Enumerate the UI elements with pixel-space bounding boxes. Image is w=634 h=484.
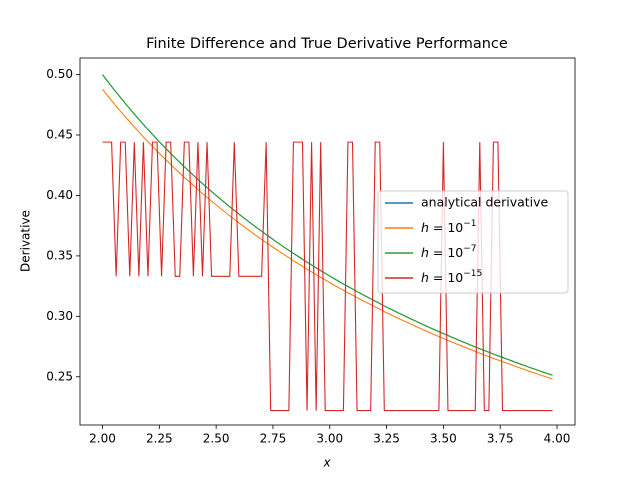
x-tick-label: 2.50 — [203, 432, 230, 446]
y-tick-label: 0.30 — [46, 309, 73, 323]
x-tick-label: 3.25 — [373, 432, 400, 446]
y-axis-label: Derivative — [19, 210, 33, 272]
legend-label: analytical derivative — [421, 195, 549, 210]
y-tick-label: 0.25 — [46, 369, 73, 383]
chart-title: Finite Difference and True Derivative Pe… — [146, 36, 508, 52]
x-axis-label: x — [322, 456, 331, 470]
y-tick-label: 0.45 — [46, 128, 73, 142]
legend-label: h = 10−7 — [421, 244, 477, 260]
legend-label: h = 10−15 — [421, 269, 482, 285]
y-tick-label: 0.50 — [46, 67, 73, 81]
y-tick-label: 0.35 — [46, 248, 73, 262]
series-line — [102, 88, 553, 380]
legend-label: h = 10−1 — [421, 219, 477, 235]
x-tick-label: 2.00 — [89, 432, 116, 446]
plot-frame — [79, 57, 576, 426]
series-line — [102, 74, 553, 376]
x-tick-label: 4.00 — [544, 432, 571, 446]
x-tick-label: 3.75 — [487, 432, 514, 446]
x-tick-label: 3.50 — [430, 432, 457, 446]
x-tick-label: 2.75 — [260, 432, 287, 446]
x-tick-label: 2.25 — [146, 432, 173, 446]
y-tick-label: 0.40 — [46, 188, 73, 202]
legend-box — [377, 190, 569, 294]
legend: analytical derivative h = 10−1 h = 10−7 h =… — [377, 190, 569, 294]
x-tick-label: 3.00 — [316, 432, 343, 446]
